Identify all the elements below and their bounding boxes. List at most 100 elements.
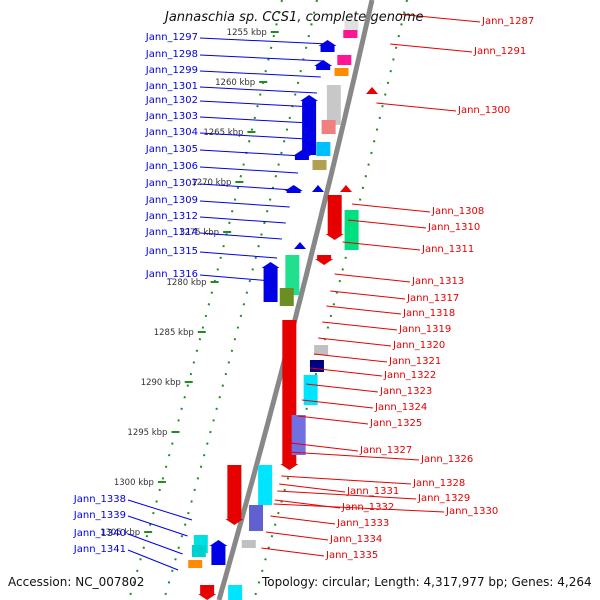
scale-label: 1260 kbp <box>215 78 255 88</box>
map-title: Jannaschia sp. CCS1, complete genome <box>165 10 424 25</box>
gene-label-right[interactable]: Jann_1328 <box>413 478 466 489</box>
accession-text: Accession: NC_007802 <box>8 575 145 589</box>
gene-label-left[interactable]: Jann_1312 <box>145 211 198 222</box>
gene-label-right[interactable]: Jann_1318 <box>403 308 456 319</box>
gene-label-left[interactable]: Jann_1314 <box>145 227 198 238</box>
scale-label: 1285 kbp <box>154 328 194 338</box>
gene-label-right[interactable]: Jann_1325 <box>370 418 423 429</box>
gene-label-left[interactable]: Jann_1340 <box>73 528 126 539</box>
gene-arrow <box>292 150 311 160</box>
gene-label-right[interactable]: Jann_1322 <box>384 370 437 381</box>
gene-block <box>191 545 206 557</box>
gene-label-left[interactable]: Jann_1297 <box>145 32 198 43</box>
leader-line-right <box>310 367 383 377</box>
gene-label-left[interactable]: Jann_1309 <box>145 195 198 206</box>
gene-label-right[interactable]: Jann_1331 <box>347 486 400 497</box>
gene-label-right[interactable]: Jann_1311 <box>422 244 475 255</box>
gene-label-right[interactable]: Jann_1333 <box>337 518 390 529</box>
leader-line-right <box>326 305 402 315</box>
gene-label-right[interactable]: Jann_1291 <box>474 46 527 57</box>
scale-label: 1265 kbp <box>203 128 243 138</box>
leader-line-left <box>199 251 278 259</box>
gene-label-left[interactable]: Jann_1305 <box>145 144 198 155</box>
gene-arrow-small <box>340 185 352 192</box>
gene-label-right[interactable]: Jann_1319 <box>399 324 452 335</box>
gene-label-left[interactable]: Jann_1306 <box>145 161 198 172</box>
gene-block <box>188 560 203 568</box>
gene-arrow <box>325 195 344 240</box>
leader-line-left <box>199 216 286 224</box>
gene-block <box>228 585 243 600</box>
gene-block <box>291 415 306 455</box>
gene-label-right[interactable]: Jann_1327 <box>360 445 413 456</box>
leader-line-left <box>199 100 314 108</box>
gene-label-left[interactable]: Jann_1301 <box>145 81 198 92</box>
gene-label-right[interactable]: Jann_1326 <box>421 454 474 465</box>
leader-line-right <box>270 515 336 525</box>
backbone-line <box>216 0 375 600</box>
leader-line-left <box>127 499 193 521</box>
leader-line-left <box>199 166 299 174</box>
gene-arrow <box>318 40 337 52</box>
gene-label-right[interactable]: Jann_1320 <box>393 340 446 351</box>
leader-line-left <box>199 86 318 94</box>
gene-label-left[interactable]: Jann_1316 <box>145 269 198 280</box>
gene-label-right[interactable]: Jann_1330 <box>446 506 499 517</box>
scale-label: 1290 kbp <box>141 378 181 388</box>
gene-block <box>326 85 341 125</box>
gene-label-left[interactable]: Jann_1307 <box>145 178 198 189</box>
gene-label-left[interactable]: Jann_1315 <box>145 246 198 257</box>
gene-block <box>241 540 256 548</box>
leader-line-right <box>265 531 329 541</box>
gene-label-left[interactable]: Jann_1304 <box>145 127 198 138</box>
gene-block <box>343 30 358 38</box>
gene-block <box>321 120 336 134</box>
gene-label-left[interactable]: Jann_1303 <box>145 111 198 122</box>
gene-label-right[interactable]: Jann_1329 <box>418 493 471 504</box>
gene-label-right[interactable]: Jann_1324 <box>375 402 428 413</box>
gene-label-right[interactable]: Jann_1310 <box>428 222 481 233</box>
gene-label-right[interactable]: Jann_1317 <box>407 293 460 304</box>
gene-label-right[interactable]: Jann_1321 <box>389 356 442 367</box>
gene-block <box>314 345 329 355</box>
gene-block <box>309 360 324 372</box>
gene-block <box>316 142 331 156</box>
gene-label-right[interactable]: Jann_1308 <box>432 206 485 217</box>
gene-label-right[interactable]: Jann_1334 <box>330 534 383 545</box>
gene-label-right[interactable]: Jann_1323 <box>380 386 433 397</box>
gene-arrow <box>209 540 228 565</box>
gene-label-left[interactable]: Jann_1298 <box>145 49 198 60</box>
gene-label-left[interactable]: Jann_1299 <box>145 65 198 76</box>
gene-label-left[interactable]: Jann_1339 <box>73 510 126 521</box>
leader-line-right <box>376 102 457 112</box>
leader-line-left <box>199 54 325 62</box>
leader-line-right <box>290 442 359 452</box>
leader-line-right <box>279 483 346 493</box>
leader-line-right <box>390 43 473 53</box>
gene-label-left[interactable]: Jann_1341 <box>73 544 126 555</box>
leader-line-left <box>127 533 183 555</box>
gene-label-right[interactable]: Jann_1335 <box>326 550 379 561</box>
leader-line-right <box>297 415 369 425</box>
gene-label-right[interactable]: Jann_1332 <box>342 502 395 513</box>
gene-label-left[interactable]: Jann_1338 <box>73 494 126 505</box>
gene-arrow <box>315 255 334 265</box>
topology-text: Topology: circular; Length: 4,317,977 bp… <box>262 575 592 589</box>
leader-line-left <box>127 515 188 537</box>
label-leader-lines <box>127 13 481 571</box>
gene-label-right[interactable]: Jann_1313 <box>412 276 465 287</box>
gene-label-right[interactable]: Jann_1300 <box>458 105 511 116</box>
leader-line-left <box>199 274 272 282</box>
gene-arrow <box>198 585 217 600</box>
gene-label-left[interactable]: Jann_1302 <box>145 95 198 106</box>
leader-line-right <box>352 203 431 213</box>
gene-arrow <box>225 465 244 525</box>
gene-arrow-small <box>294 242 306 249</box>
gene-block <box>285 255 300 295</box>
scale-ruler: 1255 kbp 1260 kbp 1265 kbp 1270 kbp 1275 kbp… <box>100 0 408 600</box>
leader-line-left <box>199 37 329 45</box>
leader-line-right <box>281 475 412 485</box>
gene-label-right[interactable]: Jann_1287 <box>482 16 535 27</box>
gene-features <box>188 20 378 600</box>
